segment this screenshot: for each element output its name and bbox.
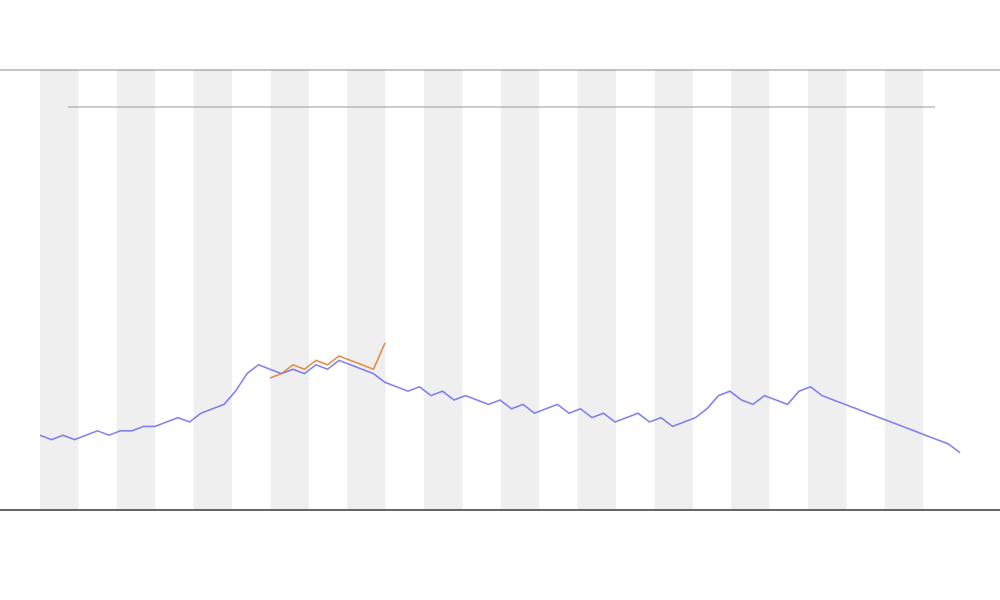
band [193,70,232,510]
band [116,70,156,510]
line-series [269,342,386,379]
band [424,70,463,510]
band [808,70,847,510]
band [577,70,616,510]
band [654,70,693,510]
band [347,70,386,510]
band [731,70,770,510]
background-bands [40,70,924,510]
band [884,70,924,510]
line-series [39,359,961,454]
band [500,70,540,510]
band [40,70,79,510]
band [270,70,309,510]
